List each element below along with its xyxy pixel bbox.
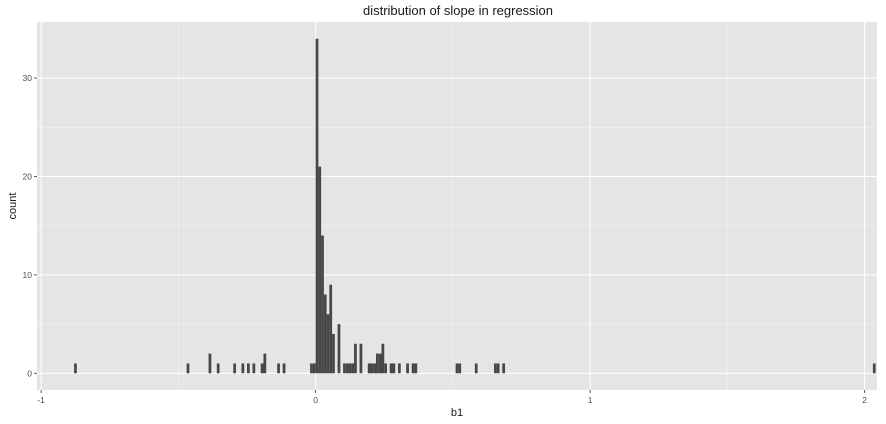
histogram-bar	[260, 363, 264, 374]
grid-lines	[37, 22, 877, 390]
histogram-bar	[321, 235, 324, 374]
x-tick-label: -1	[37, 395, 45, 405]
histogram-bar	[455, 363, 459, 374]
histogram-bar	[310, 363, 313, 374]
histogram-bar	[277, 363, 280, 374]
y-axis-title: count	[7, 193, 19, 220]
histogram-bar	[208, 353, 212, 374]
histogram-bar	[351, 363, 355, 374]
x-tick-label: 0	[313, 395, 318, 405]
histogram-bar	[332, 333, 335, 374]
histogram-bar	[373, 363, 377, 374]
x-tick-label: 2	[862, 395, 867, 405]
histogram-bar	[343, 363, 346, 374]
histogram-bar	[337, 324, 341, 374]
histogram-bar	[74, 363, 77, 374]
histogram-bar	[376, 353, 379, 374]
histogram-bar	[502, 363, 506, 374]
histogram-bar	[326, 314, 330, 374]
bars	[74, 38, 876, 374]
histogram-bar	[389, 363, 393, 374]
histogram-bar	[496, 363, 500, 374]
histogram-bar	[370, 363, 374, 374]
histogram-bar	[247, 363, 250, 374]
histogram-bar	[186, 363, 190, 374]
histogram-bar	[397, 363, 401, 374]
histogram-bar	[348, 363, 352, 374]
histogram-bar	[216, 363, 220, 374]
histogram-bar	[872, 363, 876, 374]
histogram-bar	[414, 363, 418, 374]
histogram-bar	[474, 363, 478, 374]
histogram-bar	[354, 343, 357, 374]
plot-panel	[37, 22, 877, 390]
histogram-bar	[406, 363, 409, 374]
x-axis-title: b1	[451, 407, 463, 419]
histogram-bar	[458, 363, 462, 374]
histogram-bar	[359, 343, 363, 374]
histogram-bar	[315, 38, 319, 374]
y-tick-label: 10	[23, 270, 33, 280]
histogram-bar	[345, 363, 349, 374]
histogram-bar	[318, 166, 322, 374]
histogram-bar	[384, 363, 387, 374]
histogram-bar	[252, 363, 256, 374]
histogram-bar	[367, 363, 371, 374]
histogram-bar	[312, 363, 316, 374]
histogram-bar	[392, 363, 396, 374]
histogram-bar	[378, 353, 382, 374]
histogram-bar	[241, 363, 245, 374]
histogram-bar	[494, 363, 497, 374]
y-axis: 0 10 20 30	[23, 73, 37, 378]
y-tick-label: 30	[23, 73, 33, 83]
histogram-bar	[411, 363, 415, 374]
histogram-bar	[323, 294, 327, 374]
histogram-bar	[329, 284, 333, 374]
x-axis: -1 0 1 2	[37, 390, 867, 405]
histogram-bar	[381, 343, 385, 374]
histogram-bar	[282, 363, 286, 374]
y-tick-label: 0	[27, 368, 32, 378]
y-tick-label: 20	[23, 171, 33, 181]
x-tick-label: 1	[588, 395, 593, 405]
histogram-bar	[263, 353, 267, 374]
chart-title: distribution of slope in regression	[363, 3, 553, 18]
histogram-bar	[233, 363, 237, 374]
